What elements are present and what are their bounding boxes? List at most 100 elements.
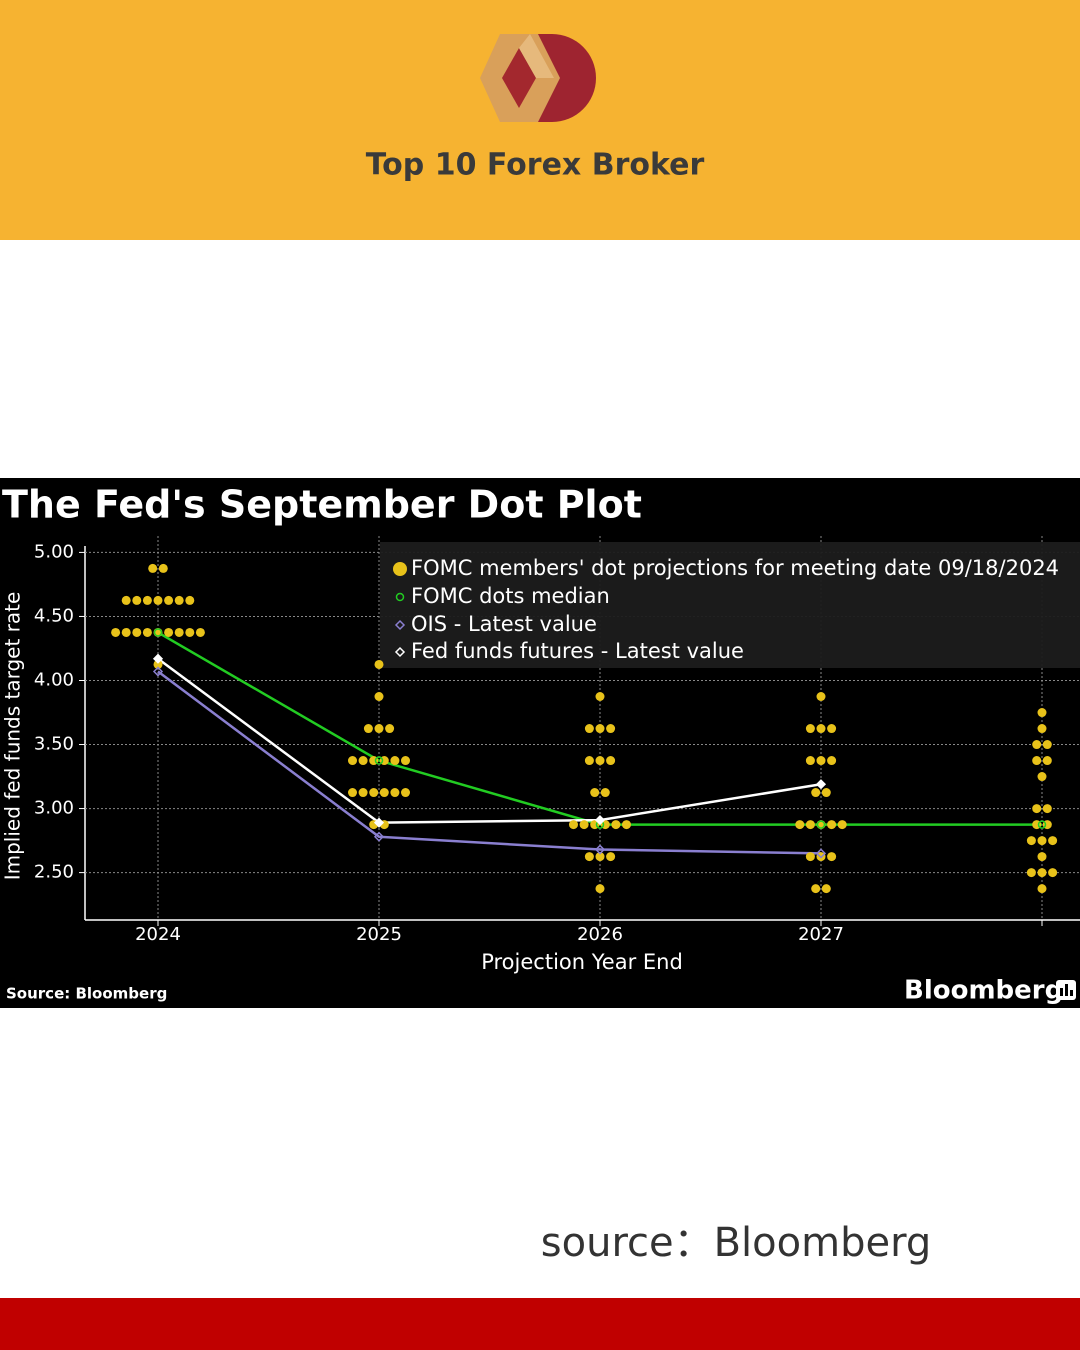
median-marker: [816, 820, 826, 829]
x-axis-label: Projection Year End: [481, 950, 683, 974]
value-marker: [152, 666, 164, 677]
legend-marker: [395, 592, 405, 602]
median-marker: [153, 628, 163, 637]
fomc-dot: [816, 691, 826, 701]
brand-icon: [1056, 980, 1076, 1000]
fomc-dot: [795, 820, 805, 830]
fomc-dot: [805, 756, 815, 766]
fomc-dot: [837, 820, 847, 830]
fomc-dot: [595, 884, 605, 894]
fomc-dot: [584, 756, 594, 766]
fomc-dot: [401, 756, 410, 766]
fomc-dot: [358, 788, 368, 798]
fomc-dot: [374, 724, 384, 734]
fomc-dot: [1037, 836, 1047, 846]
fomc-dot: [1037, 852, 1047, 862]
value-marker: [373, 817, 385, 828]
fomc-dot: [811, 788, 821, 798]
fomc-dot: [827, 820, 837, 830]
fomc-dot: [606, 724, 616, 734]
x-tick-label: 2026: [577, 924, 623, 945]
series-line: [157, 657, 822, 824]
fomc-dot: [821, 788, 831, 798]
value-marker: [594, 844, 606, 855]
fomc-dot: [805, 820, 815, 830]
y-tick-label: 3.50: [34, 734, 74, 755]
fomc-dot: [348, 788, 357, 798]
fomc-dot: [142, 595, 152, 605]
footer-band: [0, 1298, 1080, 1350]
fomc-dot: [584, 852, 594, 862]
fomc-dot: [363, 724, 373, 734]
fomc-dot: [1048, 836, 1058, 846]
x-tick-label: 2027: [798, 924, 844, 945]
fomc-dot: [579, 820, 589, 830]
fomc-dot: [1032, 756, 1042, 766]
fomc-dot: [401, 788, 410, 798]
fomc-dot: [1032, 804, 1042, 814]
fomc-dot: [595, 691, 605, 701]
fomc-dot: [379, 788, 389, 798]
fomc-dot: [805, 852, 815, 862]
fomc-dot: [821, 884, 831, 894]
fomc-dot: [584, 724, 594, 734]
fomc-dot: [1042, 740, 1052, 750]
fomc-dot: [590, 788, 600, 798]
logo: [480, 34, 596, 122]
fomc-dot: [185, 595, 195, 605]
legend-box: [380, 542, 1080, 668]
fomc-dot: [358, 756, 368, 766]
legend-label: FOMC members' dot projections for meetin…: [411, 556, 1059, 580]
fomc-dot: [622, 820, 631, 830]
fomc-dot: [1042, 804, 1052, 814]
value-marker: [594, 815, 606, 826]
fomc-dot: [1032, 740, 1042, 750]
fomc-dot: [153, 595, 163, 605]
chart-title: The Fed's September Dot Plot: [2, 483, 642, 527]
value-marker: [373, 831, 385, 842]
fomc-dot: [811, 884, 821, 894]
fomc-dot: [121, 595, 131, 605]
fomc-dot: [1042, 756, 1052, 766]
median-marker: [374, 756, 384, 765]
fomc-dot: [816, 756, 826, 766]
fomc-dot: [595, 852, 605, 862]
fomc-dot: [805, 724, 815, 734]
fomc-dot: [195, 627, 205, 637]
fomc-dot: [1037, 772, 1047, 782]
legend-label: OIS - Latest value: [411, 612, 597, 636]
fomc-dot: [600, 788, 610, 798]
fomc-dot: [142, 627, 152, 637]
value-marker: [815, 848, 827, 859]
fomc-dot: [132, 595, 142, 605]
fomc-dot: [611, 820, 621, 830]
legend-marker: [394, 646, 406, 658]
fomc-dot: [1048, 868, 1058, 878]
y-tick-label: 5.00: [34, 541, 74, 562]
fomc-dot: [1037, 868, 1047, 878]
fomc-dot: [827, 724, 837, 734]
fomc-dot: [827, 756, 837, 766]
fomc-dot: [164, 627, 174, 637]
value-marker: [152, 653, 164, 664]
fomc-dot: [111, 627, 121, 637]
fomc-dot: [174, 627, 184, 637]
fomc-dot: [148, 563, 158, 573]
source-note: Source: Bloomberg: [6, 985, 167, 1003]
value-marker: [815, 779, 827, 790]
x-tick-label: 2024: [135, 924, 181, 945]
fomc-dot: [816, 724, 826, 734]
fomc-dot: [174, 595, 184, 605]
fomc-dot: [1037, 884, 1047, 894]
fomc-dot: [374, 691, 384, 701]
fomc-dot: [121, 627, 131, 637]
fomc-dot: [1037, 708, 1047, 718]
header-title: Top 10 Forex Broker: [366, 148, 705, 183]
series-line: [157, 670, 822, 855]
median-marker: [1037, 820, 1047, 829]
x-tick-label: 2025: [356, 924, 402, 945]
fomc-dot: [390, 788, 400, 798]
fomc-dot: [185, 627, 195, 637]
y-axis-label: Implied fed funds target rate: [1, 592, 25, 881]
